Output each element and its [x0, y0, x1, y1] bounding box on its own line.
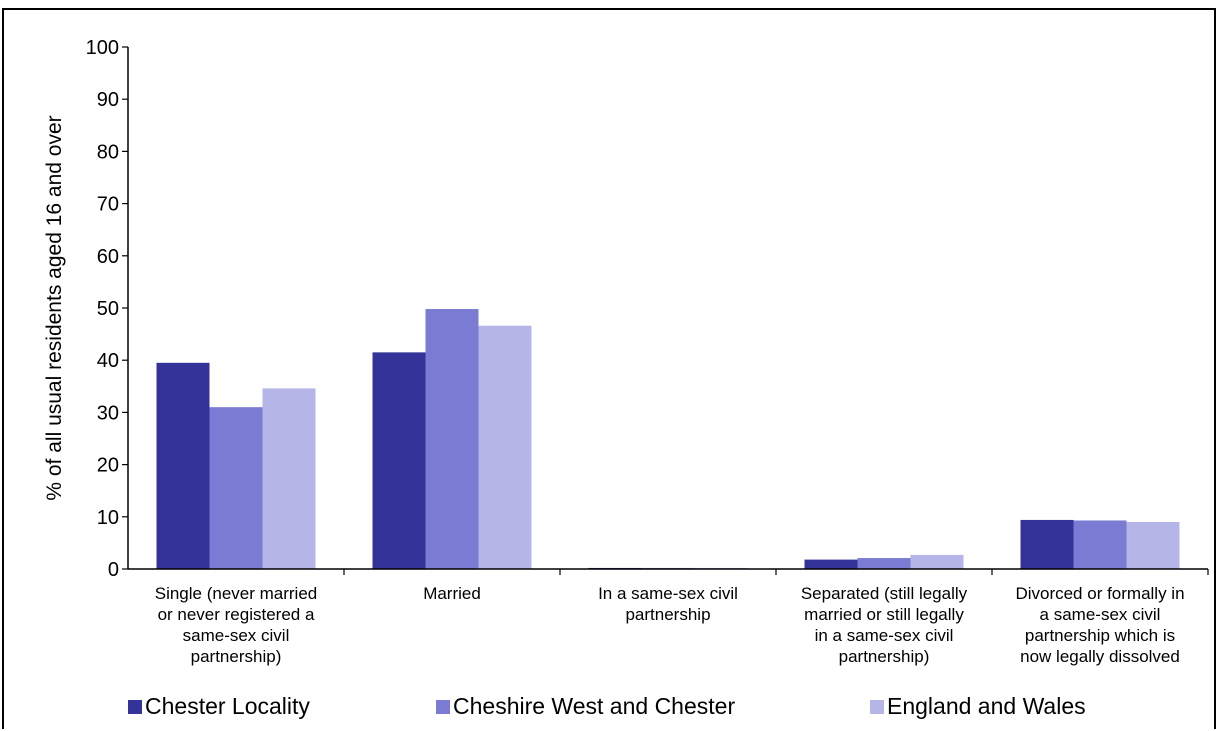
bar-chester-locality: [372, 352, 426, 569]
legend-label: Chester Locality: [145, 693, 310, 719]
legend-swatch: [870, 700, 884, 714]
legend-label: Cheshire West and Chester: [453, 693, 735, 719]
bar-cheshire-west-and-chester: [857, 558, 911, 569]
chart-frame: [2, 8, 1216, 729]
bar-cheshire-west-and-chester: [425, 309, 479, 569]
legend-swatch: [128, 700, 142, 714]
bar-chester-locality: [156, 362, 210, 569]
y-tick-label: 20: [97, 455, 119, 477]
y-tick-label: 80: [97, 141, 119, 163]
y-tick-label: 30: [97, 402, 119, 424]
bar-cheshire-west-and-chester: [209, 407, 263, 569]
x-category-label: Single (never married or never registered…: [155, 584, 318, 666]
legend-label: England and Wales: [887, 693, 1086, 719]
bar-england-and-wales: [910, 554, 964, 569]
bar-england-and-wales: [262, 388, 316, 569]
x-category-label: Married: [423, 584, 481, 603]
y-axis-label: % of all usual residents aged 16 and ove…: [43, 115, 66, 500]
y-tick-label: 90: [97, 89, 119, 111]
y-tick-label: 50: [97, 298, 119, 320]
y-tick-label: 100: [86, 37, 119, 59]
bar-cheshire-west-and-chester: [1073, 520, 1127, 569]
bar-england-and-wales: [1126, 522, 1180, 569]
x-category-label: Divorced or formally in a same-sex civil p…: [1015, 584, 1184, 666]
y-tick-label: 0: [108, 559, 119, 581]
x-category-label: Separated (still legally married or still…: [801, 584, 968, 666]
x-category-label: In a same-sex civil partnership: [598, 584, 738, 624]
bar-chester-locality: [804, 559, 858, 569]
y-tick-label: 40: [97, 350, 119, 372]
y-tick-label: 10: [97, 507, 119, 529]
y-tick-label: 70: [97, 194, 119, 216]
bar-england-and-wales: [478, 325, 532, 569]
y-tick-label: 60: [97, 246, 119, 268]
legend-swatch: [436, 700, 450, 714]
bar-chester-locality: [1020, 519, 1074, 569]
